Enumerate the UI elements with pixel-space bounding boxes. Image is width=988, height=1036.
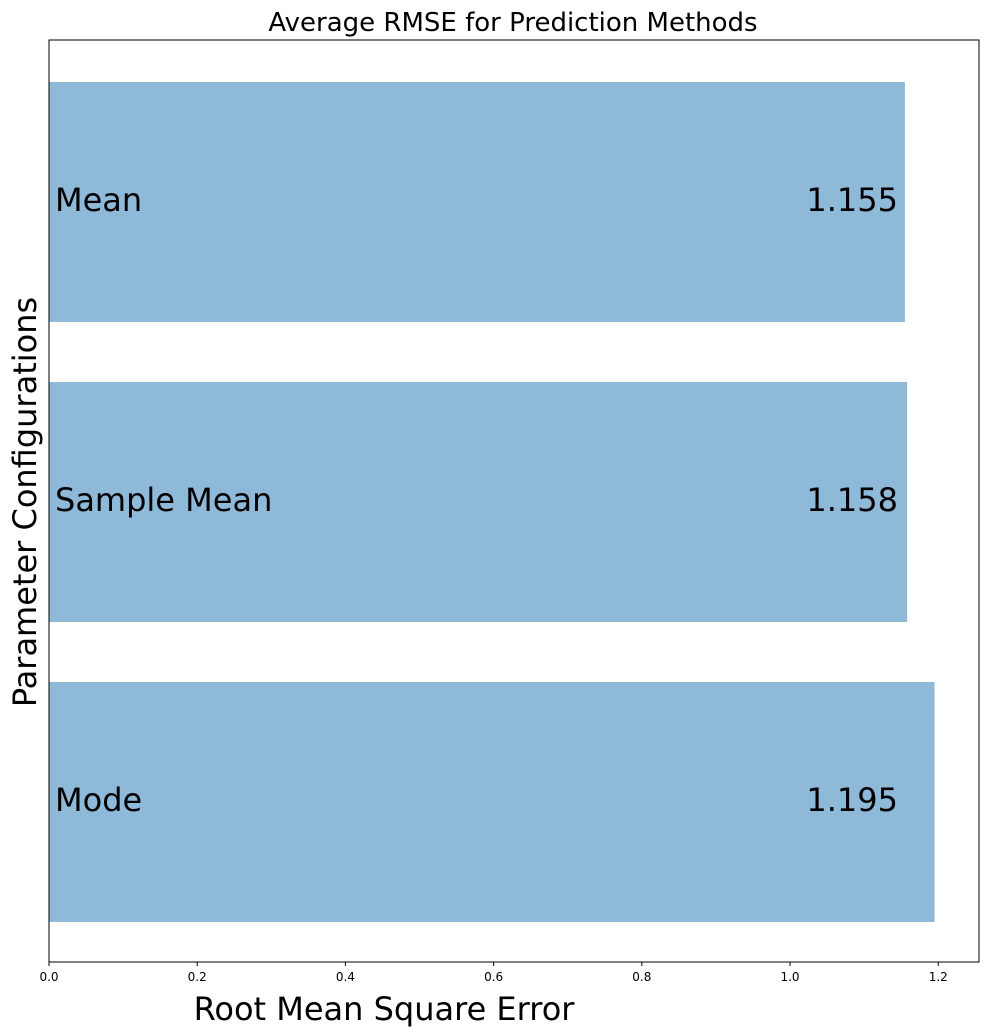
y-axis-label: Parameter Configurations	[6, 297, 44, 707]
x-tick-label: 1.0	[780, 970, 799, 984]
x-tick-label: 1.2	[929, 970, 948, 984]
bar-mean	[49, 82, 905, 322]
value-label: 1.195	[806, 781, 898, 819]
x-tick-label: 0.2	[188, 970, 207, 984]
x-tick-label: 0.8	[632, 970, 651, 984]
plot-area: Mean 1.155 Sample Mean 1.158 Mode 1.195	[49, 82, 935, 922]
x-tick-label: 0.0	[39, 970, 58, 984]
x-axis: 0.0 0.2 0.4 0.6 0.8 1.0 1.2	[39, 962, 948, 984]
plot-frame	[48, 39, 980, 963]
chart-title: Average RMSE for Prediction Methods	[268, 8, 757, 38]
category-label: Sample Mean	[55, 481, 272, 519]
category-label: Mean	[55, 181, 142, 219]
category-label: Mode	[55, 781, 142, 819]
x-axis-label: Root Mean Square Error	[194, 990, 576, 1028]
bar-sample-mean	[49, 382, 908, 622]
value-label: 1.155	[806, 181, 898, 219]
bar-mode	[49, 682, 935, 922]
value-label: 1.158	[806, 481, 898, 519]
x-tick-label: 0.4	[336, 970, 355, 984]
x-tick-label: 0.6	[484, 970, 503, 984]
